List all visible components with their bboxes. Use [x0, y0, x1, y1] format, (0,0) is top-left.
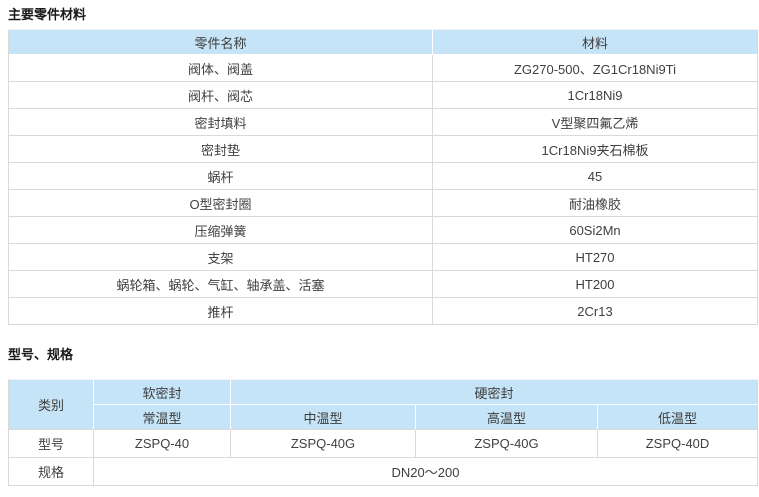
model-value-cell: ZSPQ-40G [231, 430, 416, 458]
part-name-cell: 支架 [9, 244, 433, 271]
models-spec-table: 类别 软密封 硬密封 常温型 中温型 高温型 低温型 型号 ZSPQ-40 ZS… [8, 379, 759, 486]
table-row: 支架 HT270 [9, 244, 758, 271]
soft-seal-header-cell: 软密封 [94, 380, 231, 405]
material-cell: 2Cr13 [433, 298, 758, 325]
table-row: 阀体、阀盖 ZG270-500、ZG1Cr18Ni9Ti [9, 55, 758, 82]
type-header-cell: 中温型 [231, 405, 416, 430]
spec-row: 规格 DN20～200 [9, 458, 759, 486]
model-value-cell: ZSPQ-40G [416, 430, 598, 458]
section-title-materials: 主要零件材料 [8, 7, 87, 22]
material-cell: HT200 [433, 271, 758, 298]
part-name-cell: 密封填料 [9, 109, 433, 136]
material-cell: ZG270-500、ZG1Cr18Ni9Ti [433, 55, 758, 82]
part-name-cell: 压缩弹簧 [9, 217, 433, 244]
model-value-cell: ZSPQ-40D [598, 430, 759, 458]
model-row-label-cell: 型号 [9, 430, 94, 458]
type-header-cell: 高温型 [416, 405, 598, 430]
material-cell: 1Cr18Ni9夹石棉板 [433, 136, 758, 163]
table-row: 推杆 2Cr13 [9, 298, 758, 325]
spec-value-cell: DN20～200 [94, 458, 759, 486]
part-name-cell: 阀杆、阀芯 [9, 82, 433, 109]
part-name-cell: 阀体、阀盖 [9, 55, 433, 82]
part-name-cell: O型密封圈 [9, 190, 433, 217]
col-header-material: 材料 [433, 30, 758, 55]
material-cell: V型聚四氟乙烯 [433, 109, 758, 136]
table-row: 蜗轮箱、蜗轮、气缸、轴承盖、活塞 HT200 [9, 271, 758, 298]
content: 主要零件材料 零件名称 材料 阀体、阀盖 ZG270-500、ZG1Cr18Ni… [0, 7, 759, 486]
type-header-cell: 低温型 [598, 405, 759, 430]
table-row: O型密封圈 耐油橡胶 [9, 190, 758, 217]
category-header-cell: 类别 [9, 380, 94, 430]
part-name-cell: 密封垫 [9, 136, 433, 163]
material-cell: 45 [433, 163, 758, 190]
table-row: 蜗杆 45 [9, 163, 758, 190]
table-row: 密封填料 V型聚四氟乙烯 [9, 109, 758, 136]
type-header-cell: 常温型 [94, 405, 231, 430]
spec-row-label-cell: 规格 [9, 458, 94, 486]
material-cell: HT270 [433, 244, 758, 271]
material-cell: 耐油橡胶 [433, 190, 758, 217]
parts-materials-table: 零件名称 材料 阀体、阀盖 ZG270-500、ZG1Cr18Ni9Ti 阀杆、… [8, 29, 758, 325]
model-value-cell: ZSPQ-40 [94, 430, 231, 458]
table-row: 密封垫 1Cr18Ni9夹石棉板 [9, 136, 758, 163]
model-row: 型号 ZSPQ-40 ZSPQ-40G ZSPQ-40G ZSPQ-40D [9, 430, 759, 458]
part-name-cell: 推杆 [9, 298, 433, 325]
material-cell: 60Si2Mn [433, 217, 758, 244]
table-row: 压缩弹簧 60Si2Mn [9, 217, 758, 244]
table-row: 阀杆、阀芯 1Cr18Ni9 [9, 82, 758, 109]
part-name-cell: 蜗轮箱、蜗轮、气缸、轴承盖、活塞 [9, 271, 433, 298]
seal-type-header-row: 类别 软密封 硬密封 [9, 380, 759, 430]
part-name-cell: 蜗杆 [9, 163, 433, 190]
hard-seal-header-cell: 硬密封 [231, 380, 759, 405]
section-title-models: 型号、规格 [8, 347, 74, 362]
col-header-part-name: 零件名称 [9, 30, 433, 55]
table-header-row: 零件名称 材料 [9, 30, 758, 55]
temperature-type-header-row: 常温型 中温型 高温型 低温型 [9, 405, 759, 430]
material-cell: 1Cr18Ni9 [433, 82, 758, 109]
